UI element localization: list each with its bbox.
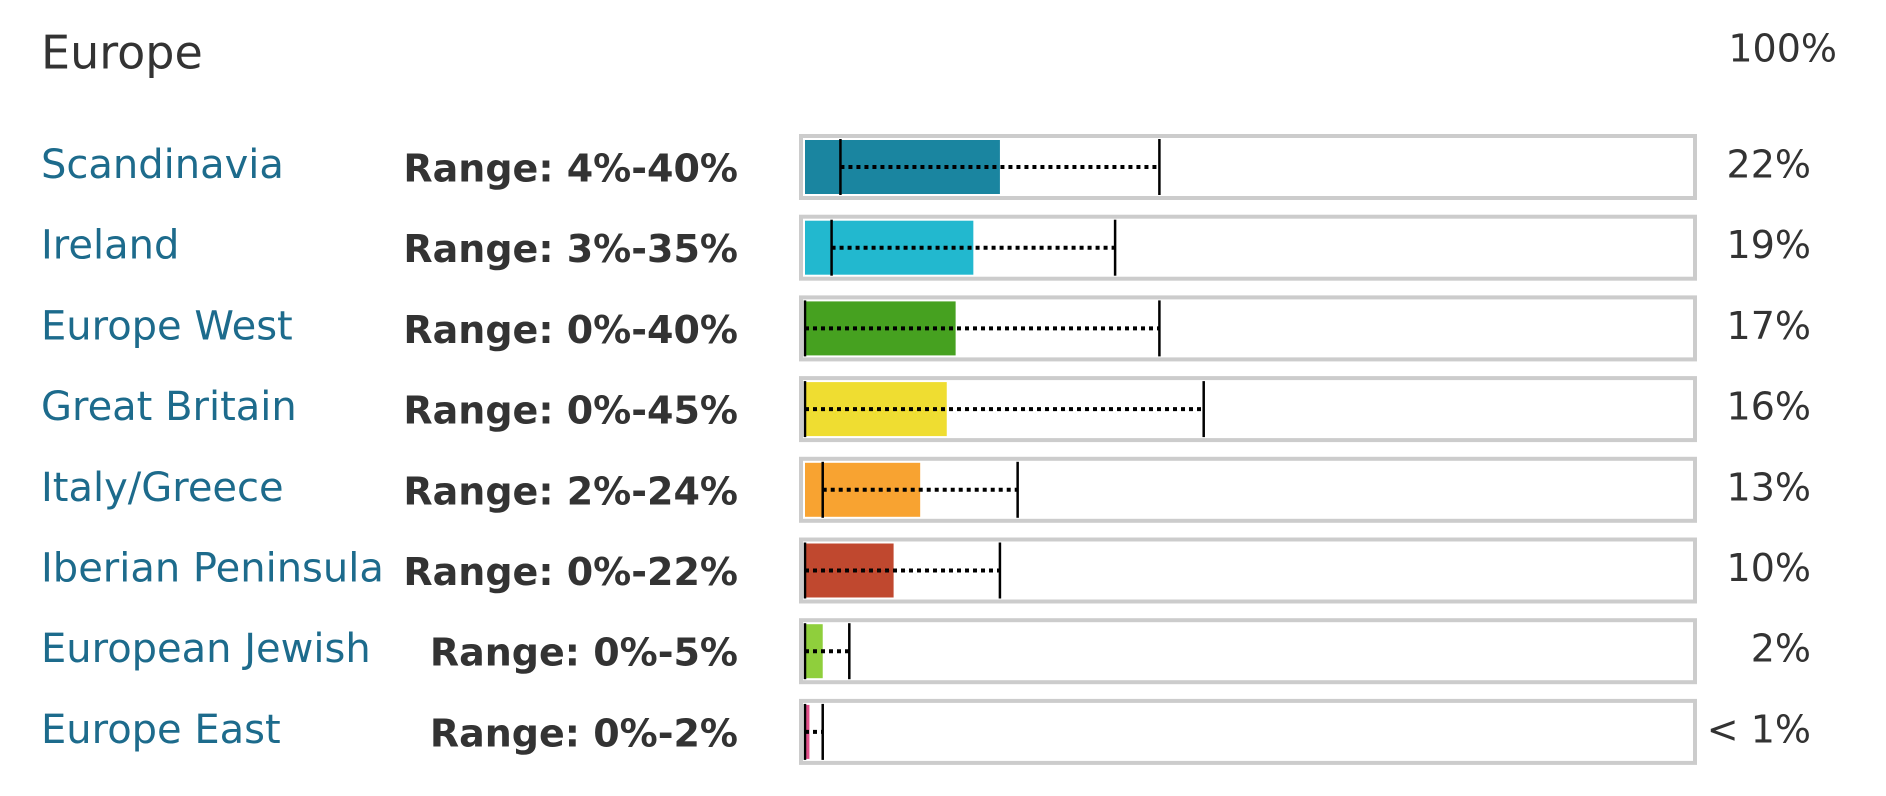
bar xyxy=(805,140,1000,194)
value-label: 17% xyxy=(1727,304,1811,348)
value-label: 22% xyxy=(1727,143,1811,187)
category-label: European Jewish xyxy=(41,626,371,672)
bar-track xyxy=(799,134,1697,200)
category-label: Great Britain xyxy=(41,384,297,430)
value-label: 2% xyxy=(1751,627,1811,671)
bar-track xyxy=(799,618,1697,685)
category-label: Iberian Peninsula xyxy=(41,546,384,592)
range-label: Range: 3%-35% xyxy=(403,227,738,271)
bar-track xyxy=(799,537,1697,604)
value-label: 19% xyxy=(1727,223,1811,267)
value-label: 10% xyxy=(1727,546,1811,590)
range-label: Range: 0%-5% xyxy=(430,631,738,675)
range-label: Range: 0%-22% xyxy=(403,550,738,594)
value-label: 16% xyxy=(1727,385,1811,429)
range-label: Range: 0%-45% xyxy=(403,389,738,433)
category-label: Scandinavia xyxy=(41,142,284,188)
category-label: Ireland xyxy=(41,223,179,269)
bar xyxy=(805,382,947,437)
bar-track xyxy=(799,698,1697,765)
bar-track xyxy=(799,376,1697,443)
category-label: Italy/Greece xyxy=(41,465,284,511)
category-label: Europe East xyxy=(41,707,281,753)
range-label: Range: 0%-40% xyxy=(403,308,738,352)
range-label: Range: 0%-2% xyxy=(430,711,738,755)
category-label: Europe West xyxy=(41,303,293,349)
range-label: Range: 4%-40% xyxy=(403,147,738,191)
range-label: Range: 2%-24% xyxy=(403,469,738,513)
bar-track xyxy=(799,295,1697,362)
x-tick-label: 100% xyxy=(1728,27,1837,71)
bar-track xyxy=(799,456,1697,523)
chart-title: Europe xyxy=(41,26,203,80)
value-label: < 1% xyxy=(1707,707,1811,751)
bar-track xyxy=(799,214,1697,281)
value-label: 13% xyxy=(1727,465,1811,509)
